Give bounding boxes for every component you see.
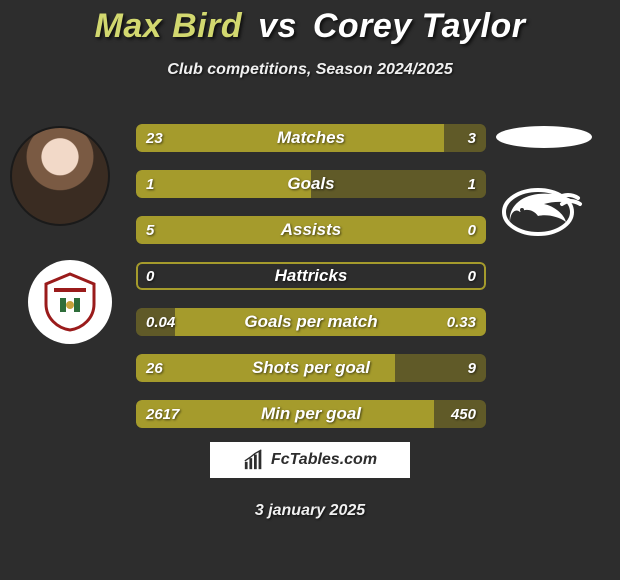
stat-value-right: 450	[451, 400, 476, 428]
brand-label: FcTables.com	[271, 451, 377, 469]
stat-row: 0.040.33Goals per match	[136, 308, 486, 336]
stat-value-right: 1	[468, 170, 476, 198]
fctables-icon	[243, 449, 265, 471]
stat-row: 11Goals	[136, 170, 486, 198]
stat-row: 00Hattricks	[136, 262, 486, 290]
stat-value-right: 0	[468, 216, 476, 244]
player1-name: Max Bird	[95, 7, 243, 45]
player1-club-badge	[28, 260, 112, 344]
subtitle: Club competitions, Season 2024/2025	[0, 61, 620, 79]
player1-avatar	[10, 126, 110, 226]
stat-value-right: 3	[468, 124, 476, 152]
stat-value-left: 26	[146, 354, 163, 382]
stat-value-right: 0.33	[447, 308, 476, 336]
stat-value-left: 2617	[146, 400, 179, 428]
stat-row: 2617450Min per goal	[136, 400, 486, 428]
player2-club-oval	[496, 126, 592, 148]
vs-label: vs	[252, 7, 303, 45]
date-label: 3 january 2025	[0, 502, 620, 520]
stat-row: 233Matches	[136, 124, 486, 152]
stat-value-right: 9	[468, 354, 476, 382]
bristol-city-icon	[40, 272, 100, 332]
stat-value-left: 0	[146, 262, 154, 290]
stat-row: 50Assists	[136, 216, 486, 244]
stat-value-right: 0	[468, 262, 476, 290]
stats-table: 233Matches11Goals50Assists00Hattricks0.0…	[136, 124, 486, 446]
player2-name: Corey Taylor	[313, 7, 526, 45]
stat-value-left: 0.04	[146, 308, 175, 336]
comparison-title: Max Bird vs Corey Taylor	[0, 0, 620, 45]
derby-county-badge	[490, 178, 590, 240]
stat-row: 269Shots per goal	[136, 354, 486, 382]
brand-box: FcTables.com	[210, 442, 410, 478]
stat-value-left: 5	[146, 216, 154, 244]
stat-value-left: 1	[146, 170, 154, 198]
stat-value-left: 23	[146, 124, 163, 152]
